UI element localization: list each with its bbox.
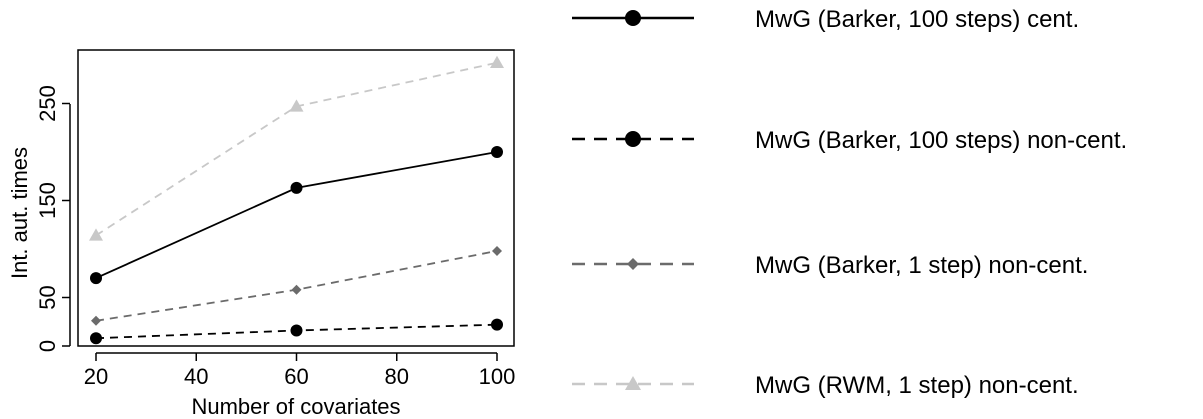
x-tick-label-100: 100 <box>479 364 516 389</box>
series-3 <box>91 245 502 326</box>
y-tick-label-50: 50 <box>35 285 60 309</box>
series-3-point-100 <box>492 245 502 256</box>
legend-swatch-marker-3 <box>627 258 639 270</box>
series-1-point-100 <box>491 146 503 158</box>
legend-label-2: MwG (Barker, 100 steps) non-cent. <box>755 127 1127 154</box>
series-4 <box>89 55 504 241</box>
series-1-point-20 <box>90 272 102 285</box>
x-tick-label-20: 20 <box>84 364 108 389</box>
series-4-point-20 <box>89 228 103 241</box>
series-1-line <box>95 151 498 279</box>
legend-swatch-marker-4 <box>625 376 641 390</box>
x-tick-label-60: 60 <box>284 364 308 389</box>
series-3-point-60 <box>291 284 302 295</box>
series-2-point-100 <box>491 318 503 331</box>
y-tick-label-150: 150 <box>35 182 60 219</box>
legend-label-4: MwG (RWM, 1 step) non-cent. <box>755 372 1079 399</box>
x-tick-label-80: 80 <box>385 364 409 389</box>
y-tick-label-250: 250 <box>35 85 60 122</box>
x-tick-label-40: 40 <box>184 364 208 389</box>
series-1 <box>90 146 503 285</box>
series-2-point-60 <box>290 324 303 337</box>
y-tick-label-0: 0 <box>35 340 60 352</box>
legend-item-3: MwG (Barker, 1 step) non-cent. <box>572 252 1088 279</box>
series-layer <box>89 55 504 345</box>
series-3-point-20 <box>91 315 101 326</box>
series-1-point-60 <box>290 181 303 194</box>
series-2-point-20 <box>90 332 102 345</box>
legend-item-2: MwG (Barker, 100 steps) non-cent. <box>572 127 1127 154</box>
legend-item-1: MwG (Barker, 100 steps) cent. <box>572 6 1079 33</box>
y-axis: 0 50 150 250 <box>35 85 71 352</box>
legend-swatch-marker-2 <box>625 131 641 147</box>
series-4-line <box>95 61 498 237</box>
x-axis-title: Number of covariates <box>191 394 400 419</box>
x-axis: 20 40 60 80 100 <box>84 352 516 389</box>
y-axis-title: Int. aut. times <box>7 147 32 279</box>
legend-swatch-marker-1 <box>625 10 641 26</box>
legend: MwG (Barker, 100 steps) cent. MwG (Barker… <box>572 6 1127 399</box>
legend-label-3: MwG (Barker, 1 step) non-cent. <box>755 252 1088 279</box>
legend-item-4: MwG (RWM, 1 step) non-cent. <box>572 372 1079 399</box>
plot-frame <box>77 49 515 347</box>
series-2 <box>90 318 503 345</box>
legend-label-1: MwG (Barker, 100 steps) cent. <box>755 6 1079 33</box>
series-4-point-100 <box>490 55 504 69</box>
series-4-point-60 <box>289 99 304 112</box>
